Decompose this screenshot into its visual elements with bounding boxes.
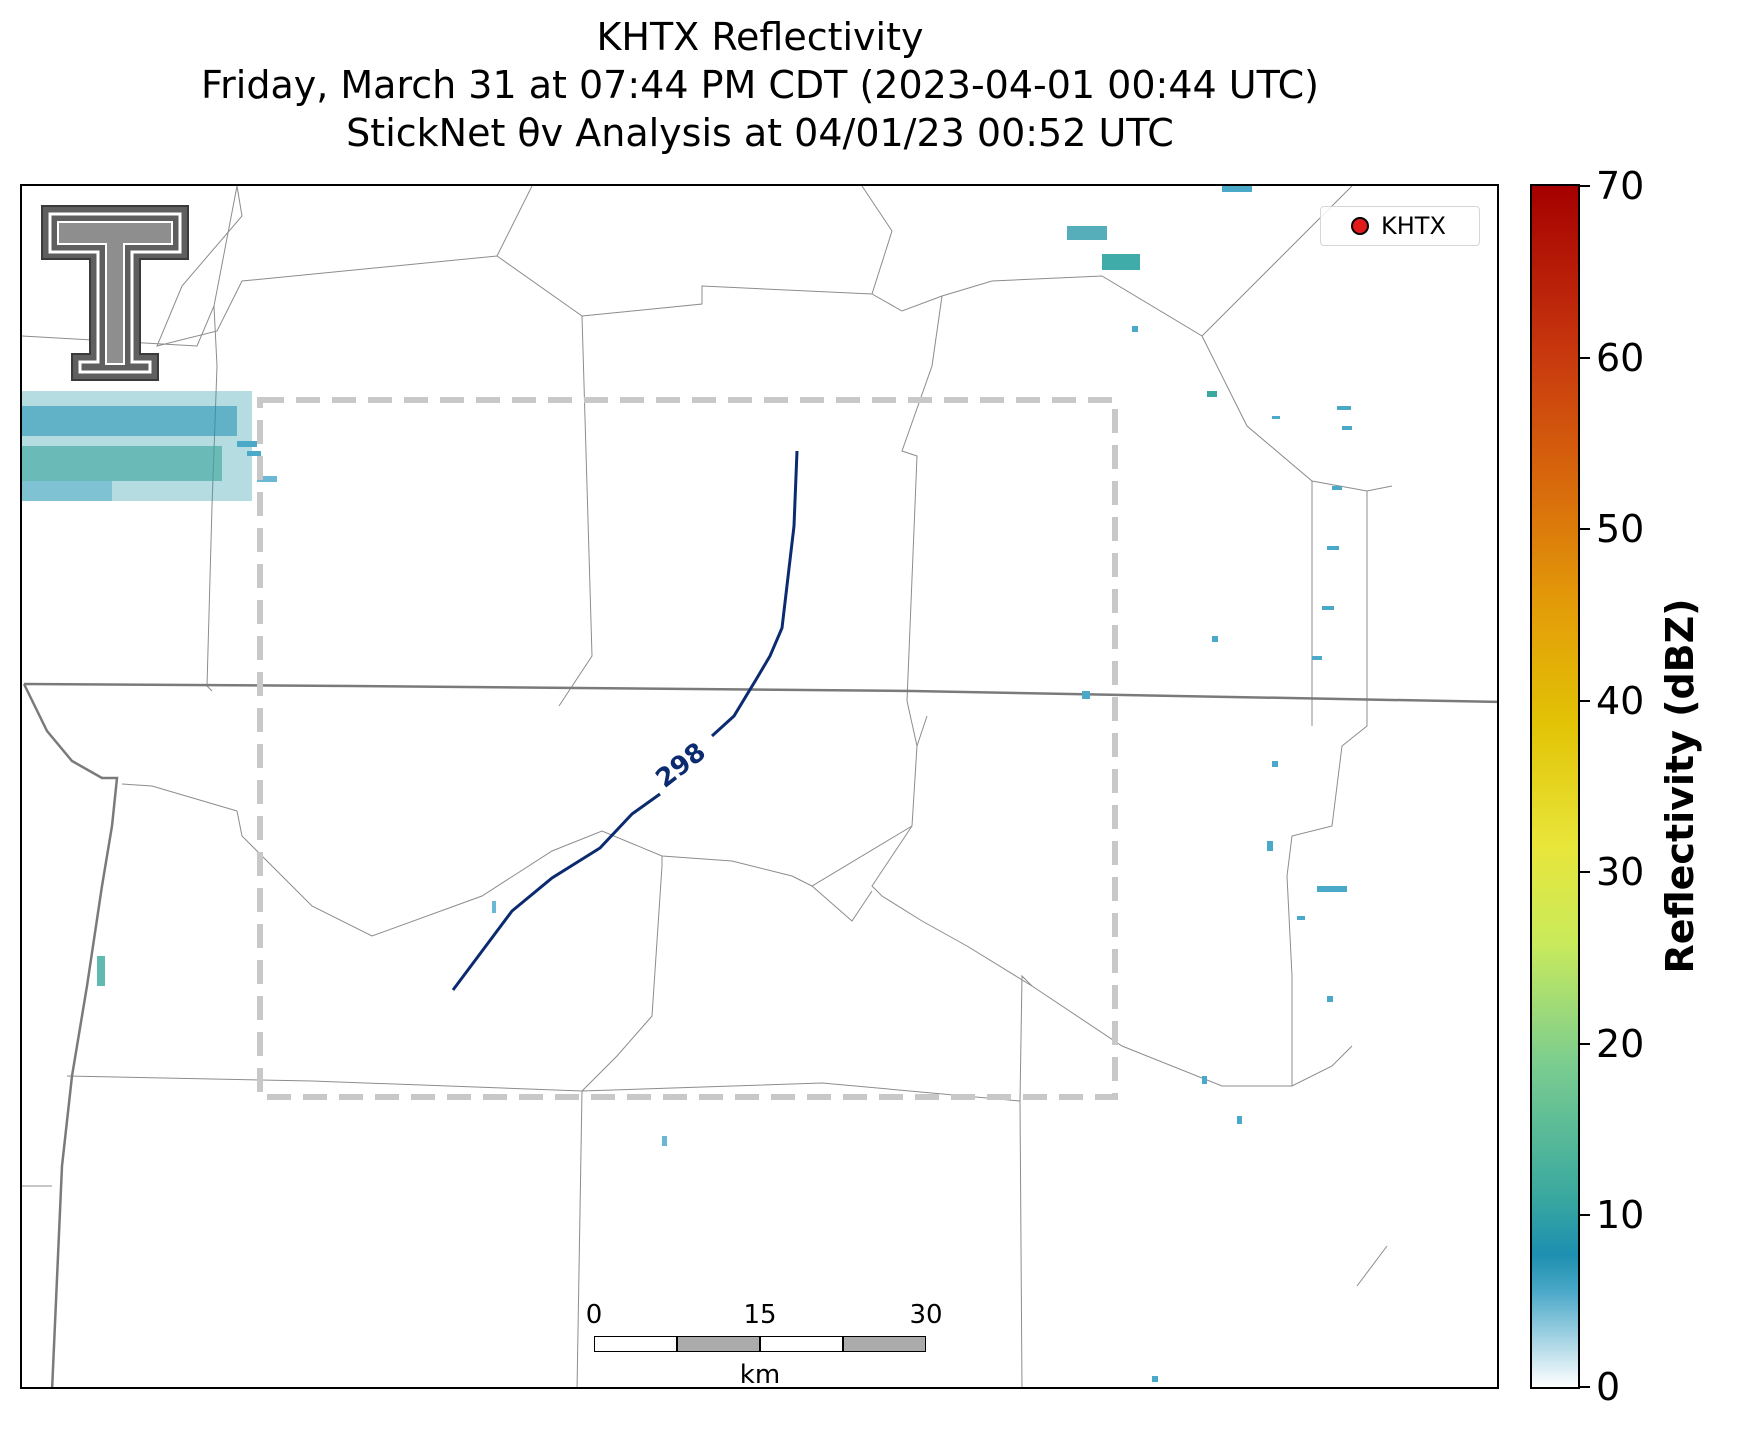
county-boundaries: [22, 186, 1393, 1387]
scale-label: 30: [909, 1300, 943, 1330]
plot-subtitle-analysis: StickNet θv Analysis at 04/01/23 00:52 U…: [346, 111, 1174, 155]
colorbar-tick: [1580, 356, 1590, 359]
scale-unit: km: [739, 1360, 781, 1390]
colorbar-tick-label: 20: [1596, 1021, 1645, 1066]
colorbar-tick: [1580, 185, 1590, 187]
colorbar-tick-label: 10: [1596, 1193, 1645, 1238]
reflectivity-colorbar: [1530, 184, 1580, 1389]
texas-tech-logo: [41, 205, 189, 381]
map-canvas: 298: [22, 186, 1497, 1387]
colorbar-tick-label: 60: [1596, 335, 1645, 380]
map-legend: KHTX: [1320, 206, 1480, 246]
colorbar-tick-label: 40: [1596, 678, 1645, 723]
plot-subtitle-time: Friday, March 31 at 07:44 PM CDT (2023-0…: [201, 63, 1319, 107]
radar-map: 298: [20, 184, 1499, 1389]
colorbar-label: Reflectivity (dBZ): [1658, 598, 1702, 974]
theta-v-contour-298: [710, 450, 799, 738]
scale-label: 0: [585, 1300, 603, 1330]
theta-v-contour-298-lower: [451, 792, 661, 991]
plot-title: KHTX Reflectivity: [596, 15, 924, 59]
reflectivity-echoes: [22, 186, 1352, 1382]
colorbar-tick: [1580, 1214, 1590, 1217]
radar-site-marker-icon: [1351, 217, 1369, 235]
colorbar-tick-label: 30: [1596, 850, 1645, 895]
contour-label: 298: [650, 737, 711, 794]
colorbar-tick: [1580, 1042, 1590, 1045]
colorbar-tick: [1580, 528, 1590, 531]
colorbar-tick: [1580, 871, 1590, 874]
colorbar-tick-label: 70: [1596, 164, 1645, 208]
colorbar-tick-label: 50: [1596, 507, 1645, 552]
legend-label: KHTX: [1381, 212, 1446, 240]
colorbar-tick-label: 0: [1596, 1365, 1621, 1409]
scale-segment: [760, 1336, 843, 1352]
analysis-domain-box: [257, 397, 1118, 1100]
scale-segment: [677, 1336, 760, 1352]
state-boundary: [22, 682, 1497, 1387]
scale-label: 15: [743, 1300, 777, 1330]
colorbar-tick: [1580, 699, 1590, 702]
scale-segment: [843, 1336, 926, 1352]
colorbar-tick: [1580, 1386, 1590, 1388]
scale-segment: [594, 1336, 677, 1352]
